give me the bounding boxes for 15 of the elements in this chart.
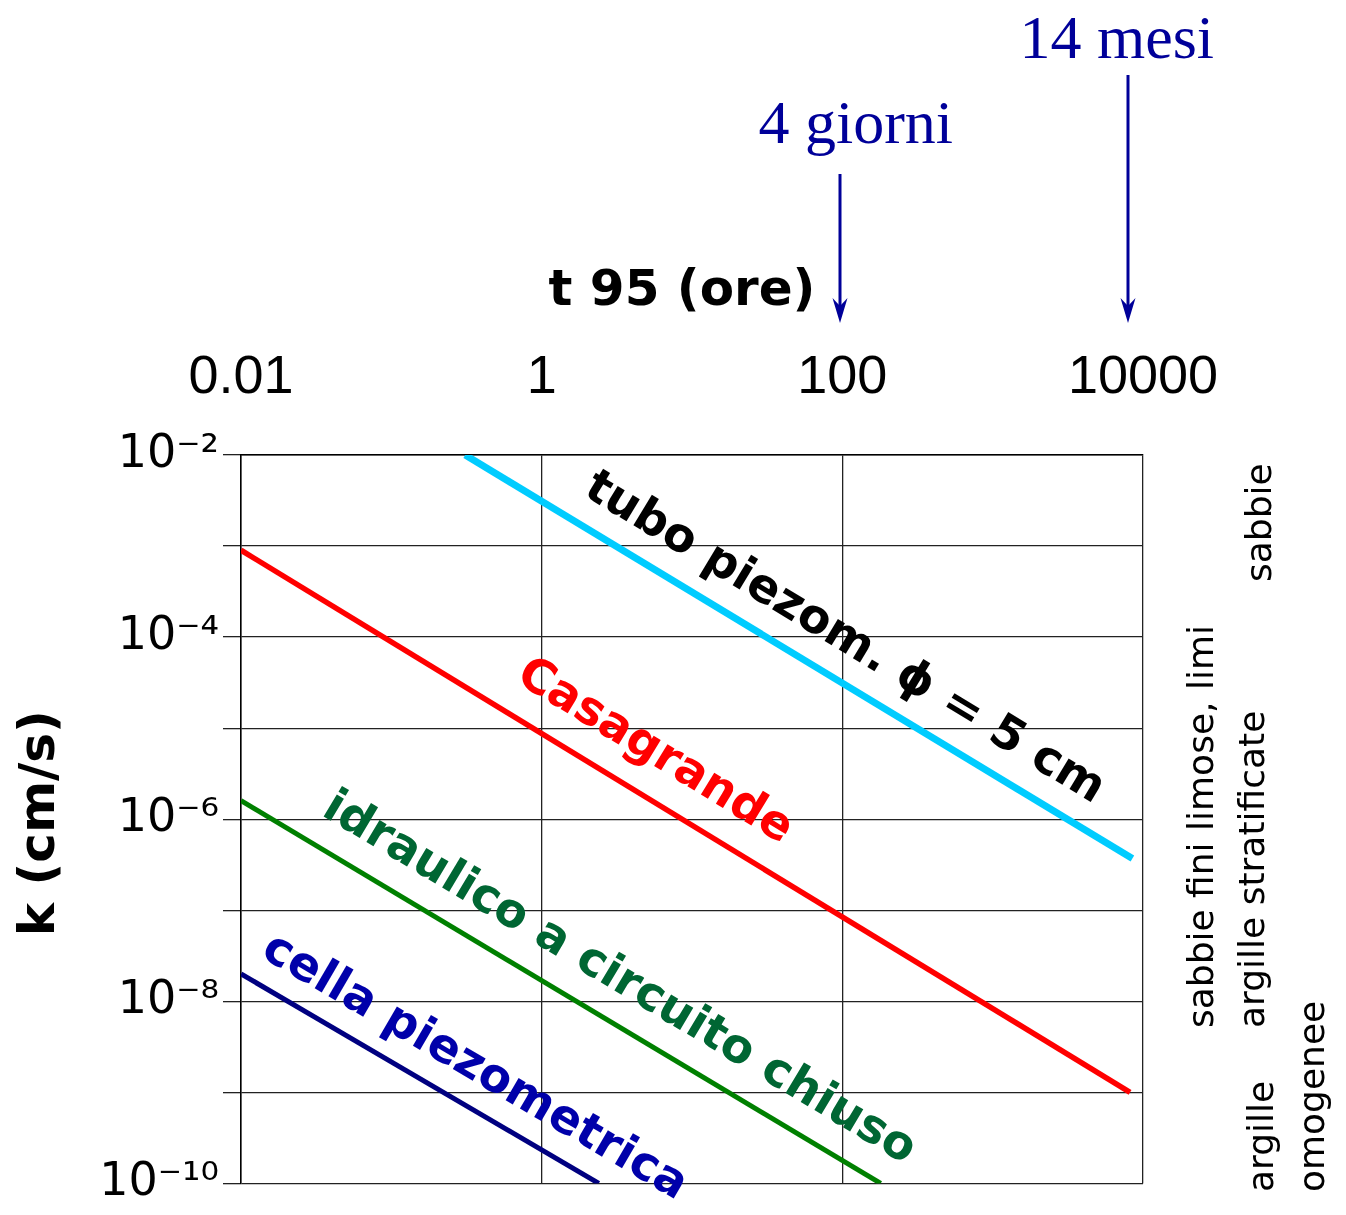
y-tick-label: 10⁻⁴	[117, 606, 219, 661]
text: 4 giorni	[758, 88, 954, 156]
text: sabbie fini limose, limi argille stratificate	[1179, 624, 1273, 1028]
y-axis-title: k (cm/s)	[7, 710, 66, 937]
x-tick-label: 0.01	[188, 344, 294, 405]
y-tick-label: 10⁻⁸	[117, 970, 219, 1025]
x-tick-label: 1	[526, 344, 557, 405]
y-tick-label: 10⁻¹⁰	[99, 1152, 219, 1207]
text: 14 mesi	[1019, 3, 1215, 71]
y-tick-label: 10⁻²	[117, 423, 219, 478]
x-tick-label: 10000	[1067, 344, 1219, 405]
y-tick-label: 10⁻⁶	[117, 788, 219, 843]
text: sabbie	[1237, 463, 1280, 582]
x-tick-label: 100	[797, 344, 888, 405]
x-axis-title: t 95 (ore)	[548, 258, 816, 317]
